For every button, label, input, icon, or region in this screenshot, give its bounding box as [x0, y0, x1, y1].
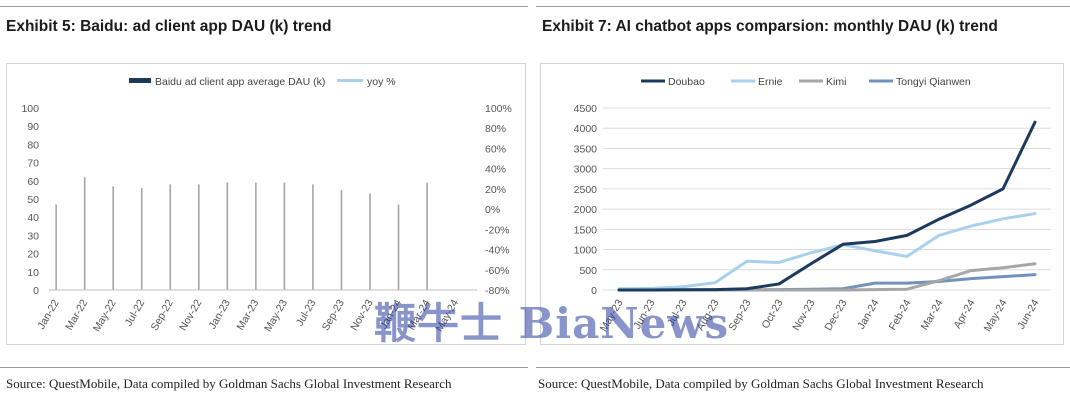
y-tick-label-right: 20% — [485, 184, 506, 196]
dau-bar — [369, 193, 371, 290]
chatbot-dau-chart: 0 500 1000 1500 2000 2500 3000 3500 4000 4500 Doub… — [574, 76, 1051, 334]
dau-bar — [283, 182, 286, 290]
x-tick-label: Jan-24 — [378, 297, 405, 331]
legend-label-ernie: Ernie — [758, 76, 783, 88]
bottom-rule — [536, 367, 1070, 368]
legend-label-tongyi-qianwen: Tongyi Qianwen — [896, 76, 971, 88]
y-tick-label-right: -60% — [485, 265, 510, 277]
dau-bar — [312, 184, 314, 290]
dau-bar — [226, 182, 229, 290]
y-tick-label-left: 70 — [27, 158, 39, 170]
y-tick-label-left: 20 — [27, 249, 39, 261]
x-tick-label: Jul-22 — [123, 297, 148, 328]
y-tick-label: 4500 — [574, 103, 598, 115]
y-tick-label: 2500 — [574, 184, 598, 196]
dau-bar — [140, 188, 143, 290]
dau-bar — [83, 177, 86, 290]
dau-bar — [198, 184, 200, 290]
x-tick-label: Nov-23 — [790, 297, 817, 332]
dau-bar — [397, 204, 400, 290]
x-tick-label: May-23 — [262, 297, 290, 333]
dau-bar — [112, 186, 114, 290]
x-tick-label: Mar-24 — [919, 297, 946, 332]
x-tick-label: Sep-23 — [726, 297, 753, 332]
right-panel: Exhibit 7: AI chatbot apps comparsion: m… — [536, 0, 1070, 404]
x-tick-label: Jan-24 — [855, 297, 882, 331]
dau-bar — [55, 204, 57, 290]
y-tick-label-left: 10 — [27, 267, 39, 279]
y-tick-label-left: 40 — [27, 212, 39, 224]
y-tick-label-right: -80% — [485, 285, 510, 297]
left-panel: Exhibit 5: Baidu: ad client app DAU (k) … — [0, 0, 528, 404]
y-tick-label-left: 90 — [27, 121, 39, 133]
y-tick-label-left: 0 — [33, 285, 39, 297]
baidu-dau-chart: Baidu ad client app average DAU (k) yoy %… — [21, 76, 512, 334]
y-tick-label-right: -20% — [485, 224, 510, 236]
x-tick-label: Nov-22 — [177, 297, 204, 332]
y-tick-label-left: 80 — [27, 139, 39, 151]
y-tick-label-left: 100 — [21, 103, 39, 115]
top-rule — [0, 6, 528, 7]
y-tick-label: 3500 — [574, 143, 598, 155]
x-tick-label: Oct-23 — [759, 297, 785, 330]
exhibit-5-title: Exhibit 5: Baidu: ad client app DAU (k) … — [6, 18, 332, 35]
legend-label-dau: Baidu ad client app average DAU (k) — [155, 76, 325, 88]
x-tick-label: May-24 — [433, 297, 461, 333]
legend-label-doubao: Doubao — [668, 76, 705, 88]
x-tick-label: Jul-23 — [294, 297, 319, 328]
x-tick-label: May-24 — [982, 297, 1010, 333]
top-rule — [536, 6, 1070, 7]
y-tick-label: 1000 — [574, 245, 598, 257]
y-tick-label-right: 60% — [485, 143, 506, 155]
y-tick-label: 3000 — [574, 164, 598, 176]
dau-bar — [255, 182, 257, 290]
y-tick-label-left: 50 — [27, 194, 39, 206]
x-tick-label: Dec-23 — [822, 297, 849, 332]
y-tick-label: 1500 — [574, 224, 598, 236]
x-tick-label: Jun-23 — [631, 297, 658, 331]
y-tick-label: 500 — [579, 265, 597, 277]
series-line-ernie — [617, 212, 1037, 291]
dau-bar — [426, 182, 428, 290]
x-tick-label: Mar-24 — [406, 297, 433, 332]
x-tick-label: Sep-23 — [320, 297, 347, 332]
legend-label-yoy: yoy % — [367, 76, 396, 88]
x-tick-label: Aug-23 — [694, 297, 721, 332]
x-tick-label: May-23 — [598, 297, 626, 333]
x-tick-label: Jan-22 — [35, 297, 62, 331]
y-tick-label-right: 0% — [485, 204, 500, 216]
x-tick-label: Jul-23 — [665, 297, 690, 328]
y-tick-label-right: 40% — [485, 164, 506, 176]
x-tick-label: Sep-22 — [149, 297, 176, 332]
source-note: Source: QuestMobile, Data compiled by Go… — [6, 376, 452, 391]
y-tick-label-right: 100% — [485, 103, 512, 115]
dau-bar — [340, 189, 343, 290]
y-tick-label-right: 80% — [485, 123, 506, 135]
x-tick-label: Apr-24 — [951, 297, 977, 330]
baidu-dau-chart-frame: Baidu ad client app average DAU (k) yoy %… — [6, 63, 526, 345]
y-tick-label: 2000 — [574, 204, 598, 216]
y-tick-label-left: 30 — [27, 230, 39, 242]
y-tick-label-left: 60 — [27, 176, 39, 188]
bottom-rule — [0, 367, 528, 368]
dau-bar — [169, 184, 172, 290]
x-tick-label: Mar-22 — [63, 297, 90, 332]
chatbot-dau-chart-frame: 0 500 1000 1500 2000 2500 3000 3500 4000 4500 Doub… — [540, 63, 1064, 345]
exhibit-7-title: Exhibit 7: AI chatbot apps comparsion: m… — [542, 18, 998, 35]
series-line-doubao — [617, 120, 1037, 292]
y-tick-label: 4000 — [574, 123, 598, 135]
x-tick-label: May-22 — [91, 297, 119, 333]
y-tick-label-right: -40% — [485, 245, 510, 257]
x-tick-label: Jun-24 — [1015, 297, 1042, 331]
y-tick-label: 0 — [591, 285, 597, 297]
x-tick-label: Nov-23 — [348, 297, 375, 332]
x-tick-label: Mar-23 — [234, 297, 261, 332]
legend-label-kimi: Kimi — [826, 76, 846, 88]
x-tick-label: Feb-24 — [887, 297, 914, 332]
x-tick-label: Jan-23 — [206, 297, 233, 331]
source-note: Source: QuestMobile, Data compiled by Go… — [538, 376, 984, 391]
legend-swatch-dau — [129, 78, 151, 83]
